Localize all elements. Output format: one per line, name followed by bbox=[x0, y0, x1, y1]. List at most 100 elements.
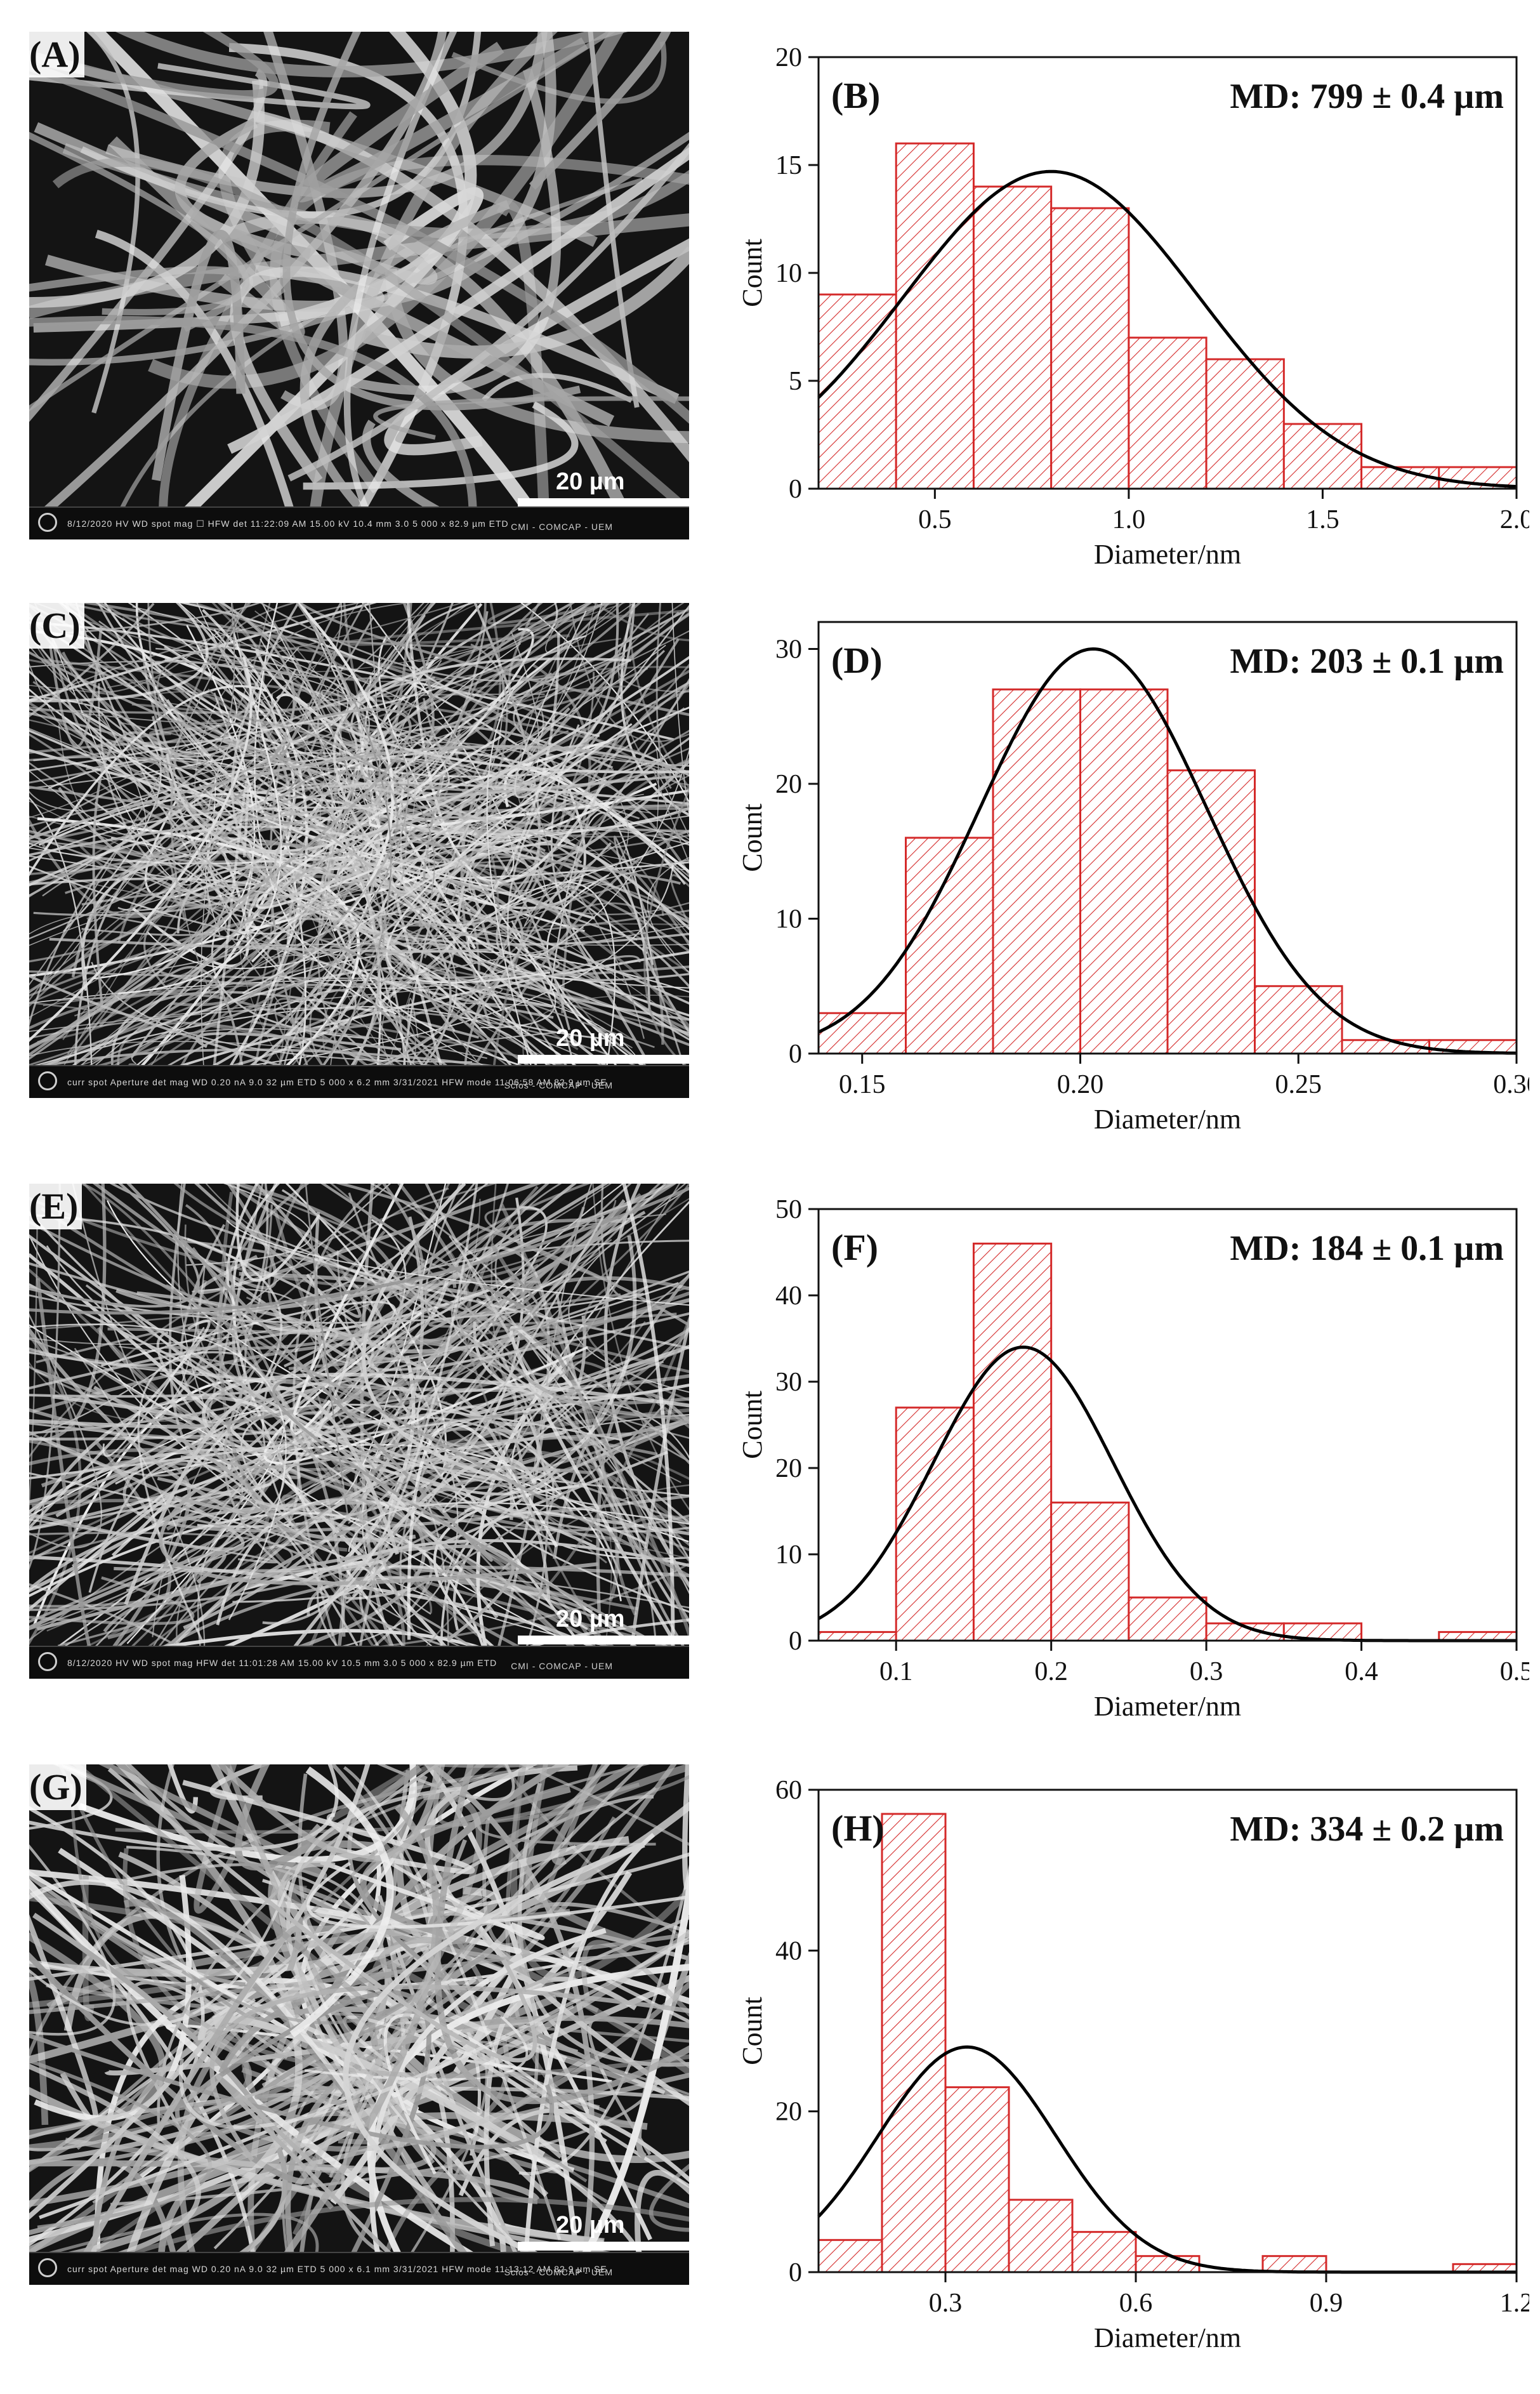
scale-bar bbox=[518, 1636, 689, 1644]
fiber-strand bbox=[451, 1196, 689, 1439]
fiber-strand bbox=[229, 722, 689, 878]
histogram-bar bbox=[817, 2239, 883, 2273]
fiber-strand bbox=[29, 1531, 294, 1647]
scale-bar bbox=[518, 498, 689, 507]
histogram-bar bbox=[1282, 423, 1363, 490]
fiber-strand bbox=[440, 1511, 647, 1647]
fiber-strand bbox=[29, 1323, 287, 1620]
fiber-strand bbox=[195, 784, 546, 861]
mean-diameter-annotation: MD: 799 ± 0.4 µm bbox=[1230, 77, 1504, 116]
fiber-micrograph bbox=[29, 1184, 689, 1647]
fiber-strand bbox=[406, 603, 607, 883]
mean-diameter-annotation: MD: 203 ± 0.1 µm bbox=[1230, 642, 1504, 681]
fiber-strand bbox=[424, 1484, 689, 1647]
histogram-h: 0.3 0.6 0.9 1.2 0 20 40 60 Diameter/nm Count (H) MD… bbox=[737, 1776, 1529, 2353]
scale-bar-label: 20 µm bbox=[556, 1025, 625, 1052]
y-tick-label: 0 bbox=[789, 475, 802, 504]
sem-info-bar: 8/12/2020 HV WD spot mag HFW det 11:01:2… bbox=[29, 1646, 689, 1679]
fiber-strand bbox=[76, 603, 596, 1066]
sem-info-text: curr spot Aperture det mag WD 0.20 nA 9.… bbox=[67, 1077, 607, 1087]
fiber-strand bbox=[29, 708, 412, 1057]
fiber-strand bbox=[29, 1270, 689, 1434]
fiber-strand bbox=[29, 797, 93, 1066]
fiber-strand bbox=[128, 1063, 146, 1066]
fiber-strand bbox=[529, 32, 671, 190]
fiber-strand bbox=[289, 1886, 530, 2044]
fiber-strand bbox=[376, 859, 689, 1066]
sem-image-c: (C) 20 µm curr spot Aperture det mag WD … bbox=[29, 603, 689, 1098]
fiber-strand bbox=[272, 1379, 666, 1647]
fiber-strand bbox=[507, 1353, 689, 1420]
fiber-strand bbox=[213, 777, 249, 1066]
fiber-strand bbox=[345, 755, 435, 908]
fiber-strand bbox=[72, 1764, 362, 1999]
fiber-strand bbox=[616, 642, 689, 786]
fiber-strand bbox=[29, 1764, 339, 1851]
fiber-strand bbox=[211, 884, 369, 1040]
fiber-strand bbox=[216, 1498, 639, 1647]
fiber-strand bbox=[434, 1764, 689, 2105]
microscope-logo-icon bbox=[38, 2258, 57, 2277]
fiber-strand bbox=[306, 1862, 689, 1929]
fiber-strand bbox=[320, 603, 542, 1056]
fiber-strand bbox=[470, 678, 689, 1026]
fiber-strand bbox=[29, 1184, 550, 1520]
y-tick-label: 40 bbox=[775, 1936, 802, 1966]
x-tick-label: 0.15 bbox=[839, 1070, 886, 1099]
fiber-strand bbox=[482, 373, 633, 403]
mean-diameter-annotation: MD: 184 ± 0.1 µm bbox=[1230, 1229, 1504, 1268]
fiber-strand bbox=[29, 1184, 107, 1441]
fiber-strand bbox=[114, 1476, 393, 1573]
fiber-strand bbox=[131, 925, 689, 1064]
fiber-strand bbox=[29, 1436, 245, 1551]
fiber-strand bbox=[682, 1764, 689, 1900]
fiber-strand bbox=[91, 962, 473, 1063]
fiber-strand bbox=[29, 735, 416, 899]
fiber-strand bbox=[242, 802, 534, 995]
fiber-strand bbox=[458, 2108, 689, 2197]
fiber-strand bbox=[377, 1764, 515, 1801]
fiber-strand bbox=[405, 603, 600, 737]
fiber-strand bbox=[152, 230, 246, 481]
fiber-strand bbox=[183, 639, 407, 1066]
fiber-strand bbox=[178, 1936, 689, 2129]
fiber-strand bbox=[29, 603, 235, 769]
fiber-strand bbox=[309, 747, 689, 1066]
fiber-strand bbox=[29, 740, 258, 784]
fiber-strand bbox=[157, 647, 338, 880]
fiber-strand bbox=[79, 845, 414, 909]
sem-image-e: (E) 20 µm 8/12/2020 HV WD spot mag HFW d… bbox=[29, 1184, 689, 1679]
fiber-strand bbox=[293, 1184, 383, 1647]
fiber-strand bbox=[122, 603, 296, 876]
x-axis-label: Diameter/nm bbox=[1094, 1104, 1241, 1135]
fiber-strand bbox=[29, 1184, 392, 1436]
y-tick-label: 50 bbox=[775, 1195, 802, 1224]
histogram-bar bbox=[1261, 2255, 1327, 2273]
fiber-strand bbox=[403, 1432, 632, 1472]
fiber-strand bbox=[629, 603, 689, 789]
fiber-strand bbox=[29, 1969, 49, 2126]
histogram-bar bbox=[972, 185, 1053, 490]
fiber-strand bbox=[456, 1002, 529, 1007]
fiber-strand bbox=[317, 675, 407, 1066]
fiber-strand bbox=[29, 79, 265, 308]
fiber-strand bbox=[48, 626, 103, 748]
fiber-strand bbox=[87, 1028, 487, 1066]
fiber-strand bbox=[617, 603, 689, 693]
histogram-b: 0.5 1.0 1.5 2.0 0 5 10 15 20 Diameter/nm Count (B) M… bbox=[737, 43, 1529, 570]
fiber-strand bbox=[251, 628, 534, 963]
fiber-strand bbox=[273, 788, 689, 937]
fiber-strand bbox=[29, 603, 487, 845]
x-tick-label: 0.30 bbox=[1493, 1070, 1529, 1099]
fiber-strand bbox=[320, 1860, 545, 1941]
fiber-strand bbox=[456, 830, 689, 930]
fiber-strand bbox=[615, 1515, 689, 1616]
fiber-strand bbox=[33, 1048, 503, 1066]
fiber-strand bbox=[29, 604, 244, 754]
fiber-strand bbox=[29, 2087, 605, 2245]
fiber-strand bbox=[459, 1324, 609, 1647]
histogram-bar bbox=[1128, 1596, 1208, 1642]
fiber-strand bbox=[29, 974, 287, 1066]
fiber-strand bbox=[325, 643, 521, 1066]
fiber-strand bbox=[29, 1326, 416, 1543]
